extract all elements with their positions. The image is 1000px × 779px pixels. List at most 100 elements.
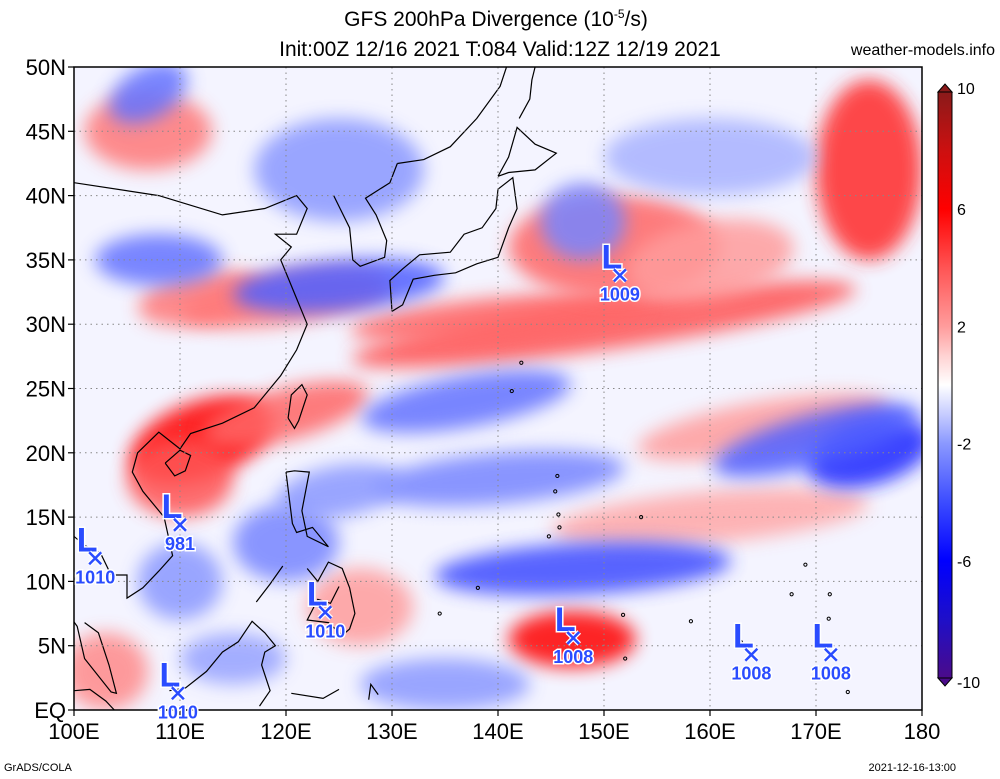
island-11 <box>826 616 831 621</box>
grid-lines <box>74 67 922 710</box>
island-14 <box>845 689 850 695</box>
field-anomaly-13 <box>74 632 149 710</box>
island-15 <box>623 656 628 661</box>
field-anomaly-19 <box>361 370 571 433</box>
low-x-marker <box>88 551 103 566</box>
lat-tick-label-15: 15N <box>26 505 66 530</box>
low-letter: L <box>812 618 833 656</box>
field-anomaly-6 <box>816 79 922 260</box>
lon-tick-label-170: 170E <box>790 719 841 744</box>
low-center-7: L 1010 <box>156 655 199 724</box>
island-18 <box>519 360 524 365</box>
low-letter: L <box>159 656 180 694</box>
low-center-3: L 1010 <box>304 574 347 643</box>
low-x-marker <box>744 647 759 662</box>
footer-credit: GrADS/COLA <box>4 762 72 774</box>
low-center-2: L 1010 <box>74 520 117 589</box>
field-anomaly-18 <box>434 541 732 596</box>
coastline-7 <box>518 67 536 119</box>
island-1 <box>557 525 562 530</box>
island-16 <box>639 515 644 520</box>
coastline-2 <box>164 449 192 477</box>
field-anomaly-21 <box>95 234 223 286</box>
low-letter: L <box>555 601 576 639</box>
coastline-6 <box>397 67 508 165</box>
low-x-marker <box>613 268 627 283</box>
island-12 <box>827 592 832 597</box>
coastline-10 <box>285 470 329 548</box>
lon-tick-label-140: 140E <box>472 719 523 744</box>
low-x-marker <box>566 631 581 645</box>
colorbar-label-10: 10 <box>957 81 975 98</box>
coastline-1 <box>74 540 118 695</box>
colorbar-label-6: 6 <box>957 202 966 219</box>
latitude-axis: 50N 45N 40N 35N 30N 25N 20N 15N 10N 5N EQ <box>26 55 74 723</box>
low-pressure-centers: L 1009 L 981 L 1010 L 1010 L 1008 L 1008 L 1008 L 1010 <box>74 237 853 724</box>
colorbar-label--2: -2 <box>957 437 971 454</box>
colorbar-label--10: -10 <box>957 675 980 692</box>
chart-subtitle: Init:00Z 12/16 2021 T:084 Valid:12Z 12/1… <box>279 38 721 61</box>
colorbar-label-2: 2 <box>957 319 966 336</box>
field-anomaly-3 <box>352 280 856 368</box>
lon-tick-label-160: 160E <box>684 719 735 744</box>
low-center-1: L 981 <box>160 486 196 555</box>
low-x-marker <box>170 686 185 701</box>
coastline-13 <box>169 620 277 707</box>
field-anomaly-27 <box>540 182 626 260</box>
coastlines <box>74 67 850 710</box>
lat-tick-label-35: 35N <box>26 248 66 273</box>
low-center-6: L 1008 <box>809 616 852 685</box>
island-0 <box>556 512 561 517</box>
coastline-11 <box>306 561 356 637</box>
low-letter: L <box>307 575 328 613</box>
low-pressure-label: 1008 <box>731 664 771 684</box>
island-5 <box>437 611 442 616</box>
coastline-14 <box>74 688 115 710</box>
site-credit: weather-models.info <box>850 42 995 59</box>
field-anomaly-30 <box>360 658 530 710</box>
field-anomaly-10 <box>637 393 889 461</box>
island-9 <box>738 639 743 644</box>
lat-tick-label-20: 20N <box>26 441 66 466</box>
field-anomaly-4 <box>350 293 646 343</box>
coastline-5 <box>497 126 558 177</box>
low-letter: L <box>602 238 623 276</box>
low-x-marker <box>173 517 187 532</box>
island-3 <box>555 473 560 479</box>
low-pressure-label: 1008 <box>811 664 851 684</box>
lon-tick-label-130: 130E <box>366 719 417 744</box>
field-anomaly-31 <box>180 632 286 685</box>
low-center-0: L 1009 <box>598 237 641 306</box>
lon-tick-label-150: 150E <box>578 719 629 744</box>
low-x-marker <box>318 605 333 620</box>
coastline-15 <box>291 688 340 700</box>
lon-tick-label-180: 180 <box>904 719 941 744</box>
low-letter: L <box>77 521 98 559</box>
lat-tick-label-0: EQ <box>34 698 66 723</box>
field-anomaly-11 <box>551 487 869 547</box>
lat-tick-label-30: 30N <box>26 312 66 337</box>
low-letter: L <box>733 618 754 656</box>
island-10 <box>789 592 794 597</box>
coastline-8 <box>665 67 667 68</box>
island-6 <box>475 585 480 590</box>
coastline-3 <box>333 163 398 267</box>
field-anomaly-12 <box>307 568 414 646</box>
coastline-12 <box>255 565 284 603</box>
field-anomaly-23 <box>233 504 339 582</box>
lat-tick-label-5: 5N <box>38 634 66 659</box>
low-pressure-label: 981 <box>165 534 195 554</box>
island-13 <box>803 562 808 567</box>
lon-tick-label-100: 100E <box>48 719 99 744</box>
island-17 <box>509 388 514 394</box>
field-anomaly-29 <box>604 118 816 196</box>
lat-tick-label-10: 10N <box>26 569 66 594</box>
lat-tick-label-40: 40N <box>26 184 66 209</box>
island-2 <box>546 534 551 539</box>
low-pressure-label: 1010 <box>75 567 115 587</box>
field-anomaly-1 <box>127 439 233 518</box>
island-8 <box>688 619 694 624</box>
low-pressure-label: 1009 <box>600 284 640 304</box>
colorbar-bottom-arrow <box>936 677 954 687</box>
